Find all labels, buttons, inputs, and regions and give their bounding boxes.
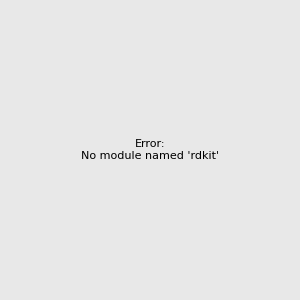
Text: Error:
No module named 'rdkit': Error: No module named 'rdkit' (81, 139, 219, 161)
